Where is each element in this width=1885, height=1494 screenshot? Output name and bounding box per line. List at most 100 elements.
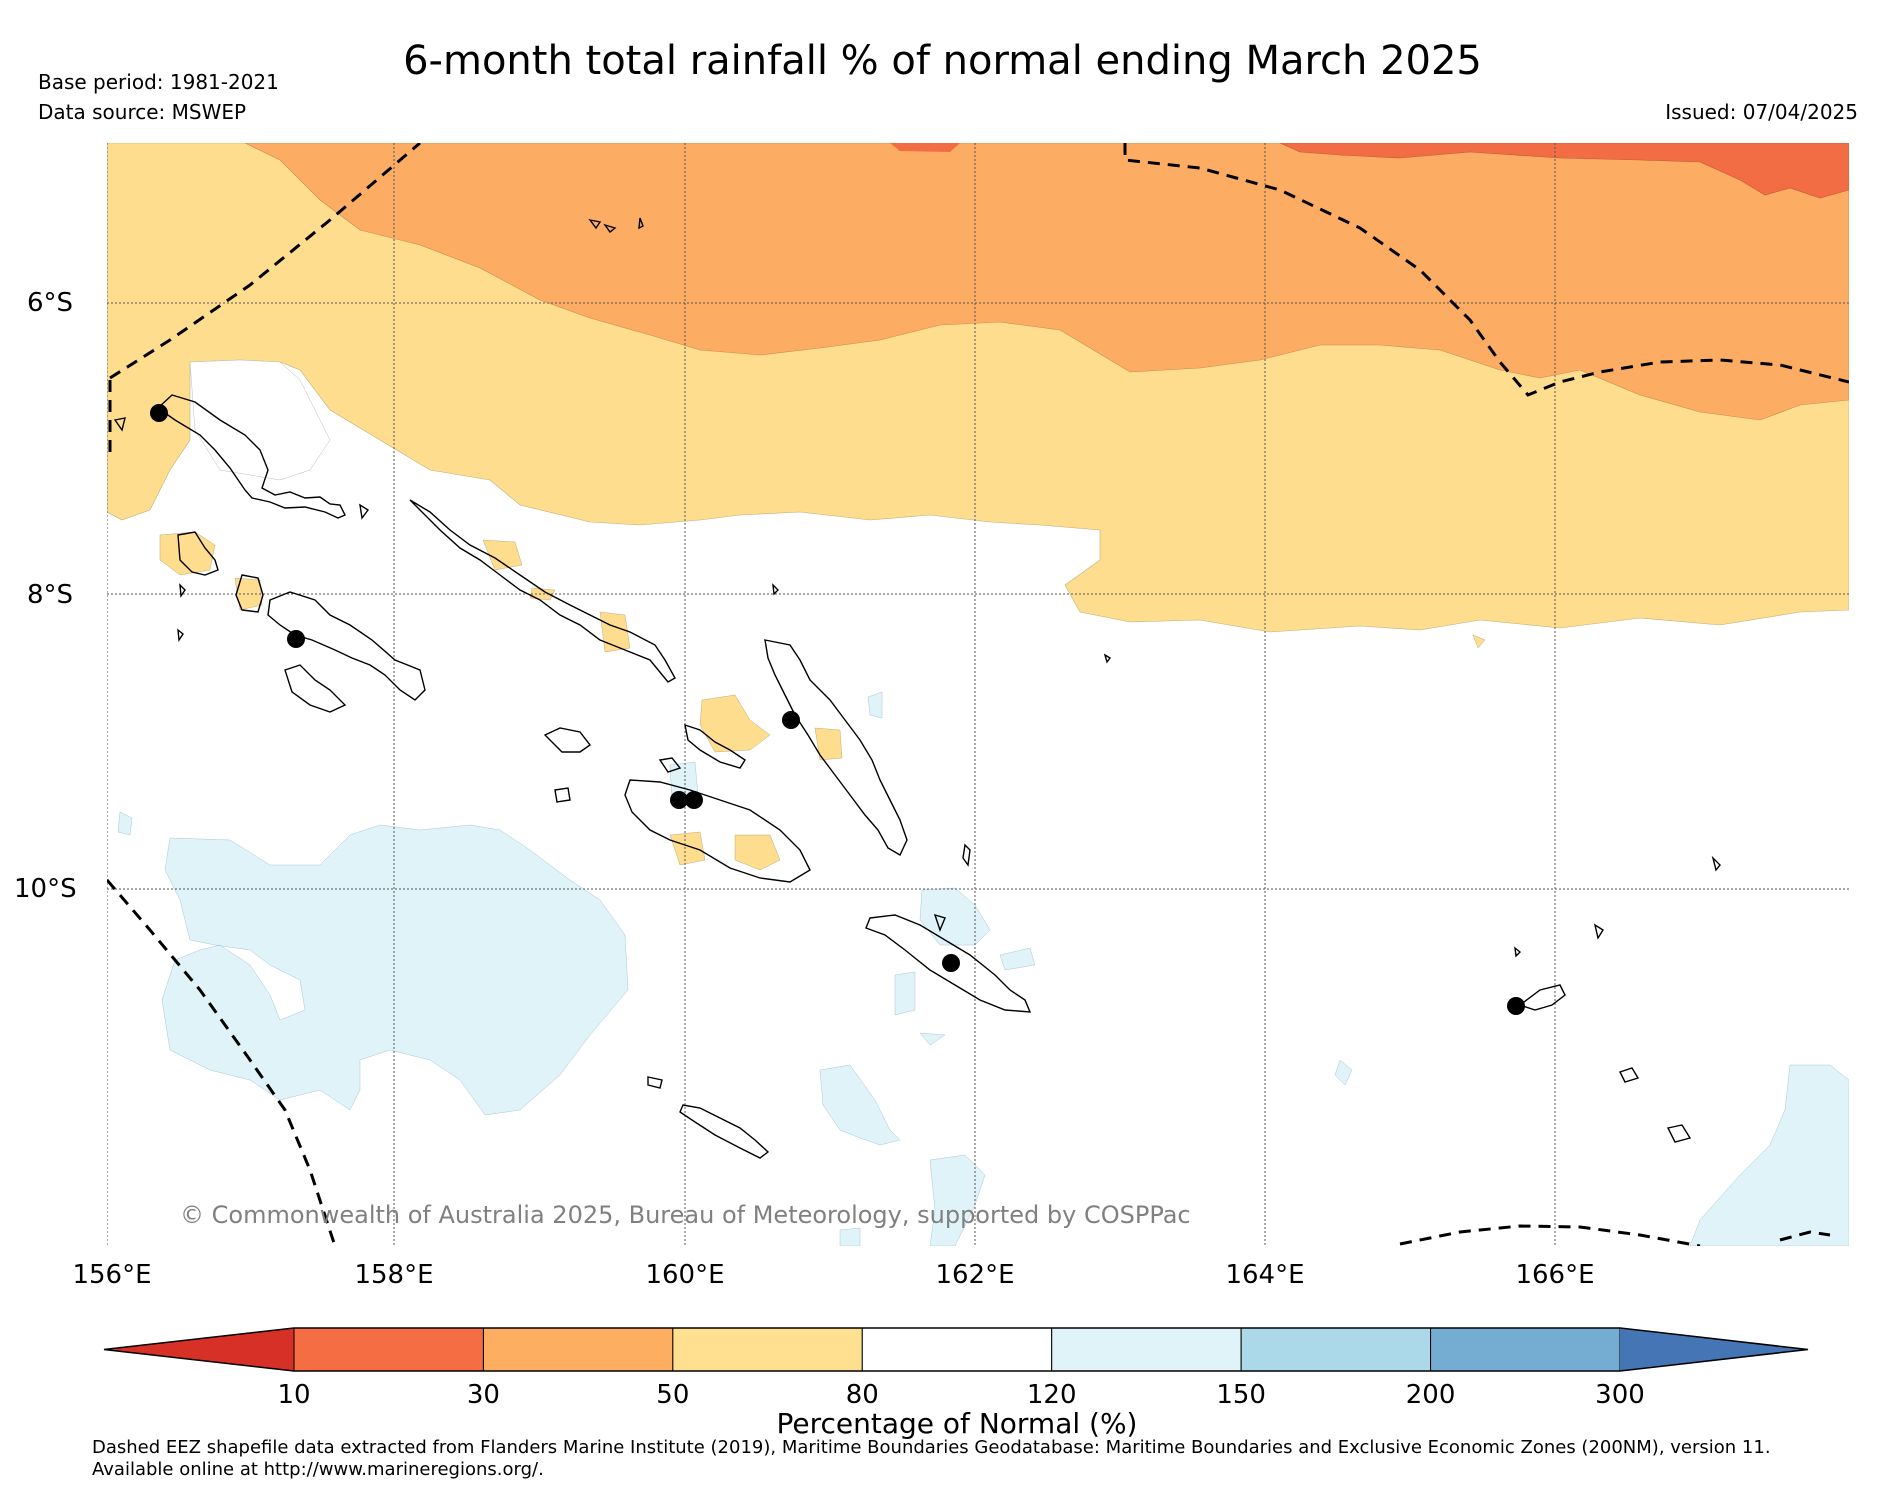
island-vella-lavella xyxy=(235,574,264,613)
lat-label-8s: 8°S xyxy=(27,580,73,610)
colorbar-tick-label: 80 xyxy=(846,1380,879,1410)
region-120-150-p10 xyxy=(839,1227,861,1246)
region-50-80-patch-3 xyxy=(482,539,523,571)
footnote-line-1: Dashed EEZ shapefile data extracted from… xyxy=(92,1437,1771,1458)
lat-label-10s: 10°S xyxy=(14,874,77,904)
footnote-line-2: Available online at http://www.marinereg… xyxy=(92,1459,544,1480)
colorbar-outline xyxy=(103,1327,1809,1372)
island-ulawa xyxy=(933,913,946,932)
island-small-w3 xyxy=(177,628,184,643)
island-russell xyxy=(658,757,682,773)
island-santa-cruz xyxy=(1518,984,1566,1011)
colorbar-segment xyxy=(293,1327,484,1372)
colorbar-segment xyxy=(861,1327,1053,1372)
lon-label-158e: 158°E xyxy=(354,1260,433,1290)
lat-label-6s: 6°S xyxy=(27,288,73,318)
region-80-120-gap xyxy=(189,359,331,481)
island-sikaiana xyxy=(1103,653,1112,664)
island-santa-isabel-small xyxy=(543,727,592,753)
island-reef-3 xyxy=(1514,946,1522,958)
island-small-n3 xyxy=(638,217,644,230)
region-120-150-p4 xyxy=(919,887,991,946)
island-shortland xyxy=(177,531,219,576)
colorbar-segment xyxy=(482,1327,674,1372)
region-30-50-north xyxy=(244,143,1849,421)
data-source: Data source: MSWEP xyxy=(38,100,247,124)
region-120-150-p1 xyxy=(117,811,133,836)
map-title: 6-month total rainfall % of normal endin… xyxy=(403,38,1482,84)
eez-line-se xyxy=(1399,1224,1701,1246)
region-120-150-p5 xyxy=(999,947,1036,971)
lon-label-156e: 156°E xyxy=(72,1260,151,1290)
island-small-w4 xyxy=(359,503,370,520)
colorbar-tick-label: 120 xyxy=(1027,1380,1077,1410)
colorbar-segment xyxy=(1051,1327,1242,1372)
station-dot xyxy=(150,404,168,422)
station-dot xyxy=(670,791,688,809)
region-120-150-p7 xyxy=(919,1032,946,1046)
island-bellona xyxy=(647,1076,663,1089)
region-120-150-p9 xyxy=(929,1154,986,1246)
island-choiseul xyxy=(409,499,676,683)
lon-label-160e: 160°E xyxy=(645,1260,724,1290)
station-dot xyxy=(287,630,305,648)
colorbar-tick-label: 150 xyxy=(1216,1380,1266,1410)
station-dot xyxy=(685,791,703,809)
eez-line-ne xyxy=(1123,143,1849,397)
colorbar-segment xyxy=(1430,1327,1621,1372)
region-50-80-patch-8 xyxy=(669,831,706,866)
eez-line-sw xyxy=(107,879,337,1246)
island-small-c1 xyxy=(962,843,971,867)
region-120-150-southeast xyxy=(1689,1064,1849,1246)
stations xyxy=(150,404,1525,1015)
region-50-80-patch-9 xyxy=(734,834,781,871)
station-dot xyxy=(782,711,800,729)
island-savo xyxy=(554,787,571,803)
region-120-150-p8 xyxy=(819,1064,901,1146)
region-120-150-p6 xyxy=(894,971,916,1016)
island-florida xyxy=(684,723,746,769)
colorbar-extend-high xyxy=(1620,1328,1808,1371)
base-period: Base period: 1981-2021 xyxy=(38,70,279,94)
colorbar-segment xyxy=(1240,1327,1432,1372)
issued-date: Issued: 07/04/2025 xyxy=(1665,100,1858,124)
island-ndai xyxy=(772,583,779,596)
island-small-n2 xyxy=(603,223,617,234)
colorbar-extend-low xyxy=(104,1328,294,1371)
region-120-150-p11 xyxy=(1334,1059,1353,1086)
colorbar-tick-label: 200 xyxy=(1406,1380,1456,1410)
lon-label-166e: 166°E xyxy=(1515,1260,1594,1290)
region-50-80-patch-7 xyxy=(814,727,843,761)
island-rennell xyxy=(679,1104,770,1159)
map-field xyxy=(107,143,1849,1246)
eez-boundaries xyxy=(107,143,1849,1246)
colorbar-tick-label: 300 xyxy=(1595,1380,1645,1410)
region-50-80-patch-10 xyxy=(1472,634,1486,649)
island-small-w1 xyxy=(113,417,126,432)
island-bougainville xyxy=(156,394,346,519)
region-10-30-small xyxy=(890,143,960,152)
station-dot xyxy=(942,954,960,972)
region-10-30-north xyxy=(1279,143,1849,199)
colorbar-tick-label: 50 xyxy=(656,1380,689,1410)
colorbar-segment xyxy=(672,1327,863,1372)
island-vanikoro xyxy=(1619,1067,1640,1083)
island-reef-1 xyxy=(1593,923,1604,940)
eez-line-se2 xyxy=(1779,1230,1831,1242)
station-dot xyxy=(1507,997,1525,1015)
colorbar-label: Percentage of Normal (%) xyxy=(777,1407,1138,1440)
island-small-w2 xyxy=(179,583,186,599)
lon-label-164e: 164°E xyxy=(1225,1260,1304,1290)
region-120-150-p3 xyxy=(867,691,883,719)
colorbar-tick-label: 10 xyxy=(277,1380,310,1410)
lon-label-162e: 162°E xyxy=(935,1260,1014,1290)
copyright-text: © Commonwealth of Australia 2025, Bureau… xyxy=(180,1201,1191,1229)
region-50-80-patch-6 xyxy=(699,694,771,753)
island-reef-2 xyxy=(1711,855,1721,872)
island-rendova xyxy=(284,664,347,713)
island-small-n1 xyxy=(588,218,602,230)
footnote: Dashed EEZ shapefile data extracted from… xyxy=(92,1437,1882,1481)
island-guadalcanal xyxy=(624,779,811,883)
region-120-150-west xyxy=(161,824,629,1116)
